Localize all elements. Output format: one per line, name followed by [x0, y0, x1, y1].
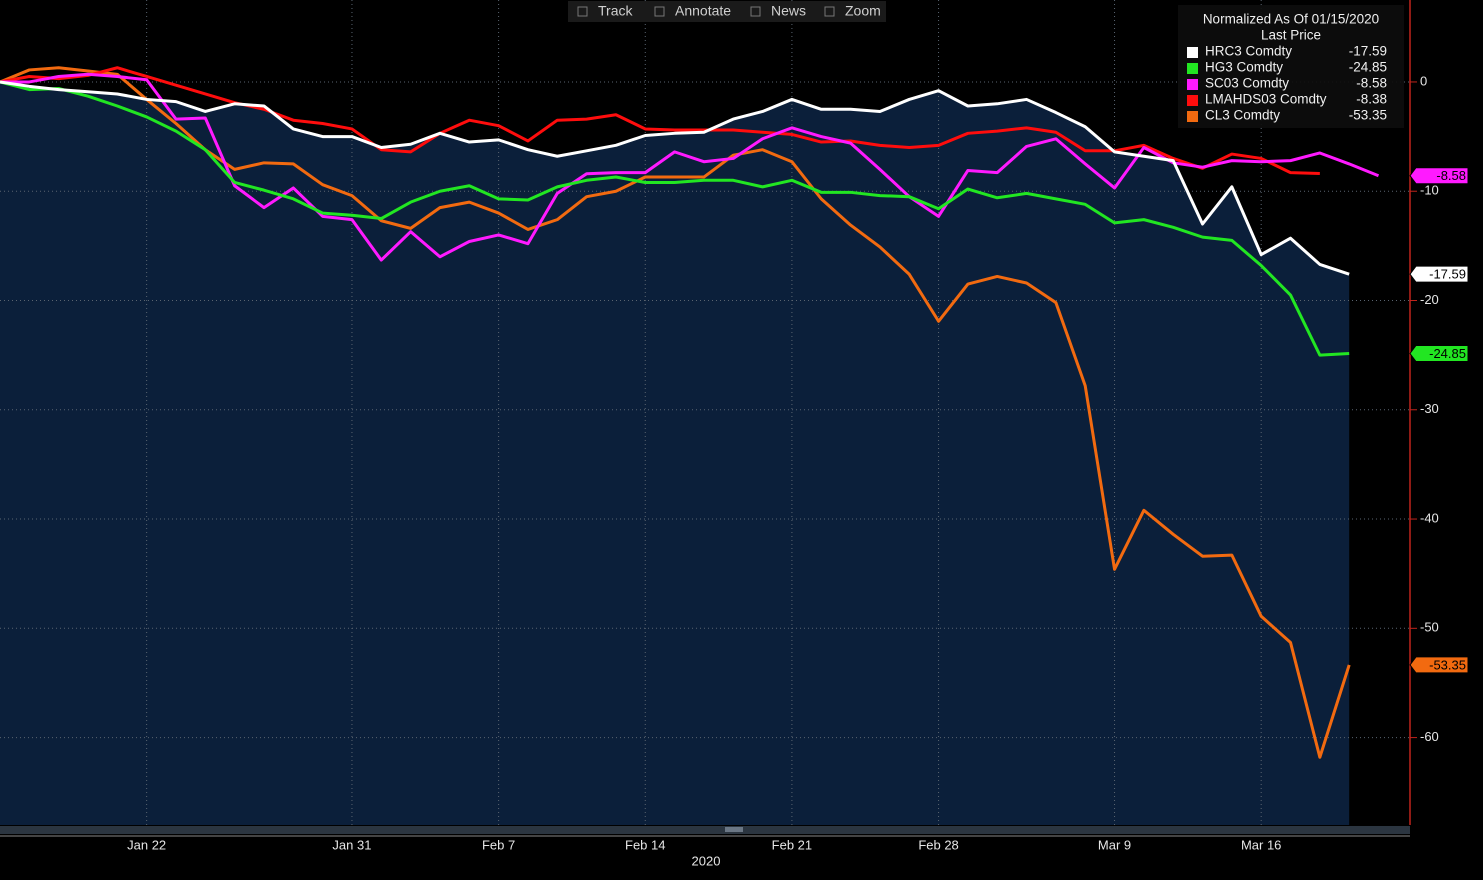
axis-tag: -53.35 [1429, 657, 1466, 672]
axis-tag: -8.58 [1436, 168, 1466, 183]
legend-value: -24.85 [1349, 60, 1387, 75]
toolbar-button[interactable]: Annotate [675, 3, 731, 19]
axis-tag-bg [1409, 167, 1469, 185]
legend-value: -53.35 [1349, 108, 1387, 123]
toolbar-icon [824, 6, 835, 17]
axis-tag: -24.85 [1429, 346, 1466, 361]
series-line [0, 66, 1320, 176]
scroll-thumb[interactable] [725, 827, 743, 832]
x-tick-label: Feb 14 [625, 837, 665, 852]
y-tick-label: 0 [1420, 73, 1427, 88]
legend-name: HRC3 Comdty [1205, 44, 1292, 59]
legend-name: HG3 Comdty [1205, 60, 1283, 75]
y-tick-label: -60 [1420, 729, 1439, 744]
x-tick-label: Jan 22 [127, 837, 166, 852]
legend-name: SC03 Comdty [1205, 76, 1289, 91]
x-axis-label: 2020 [692, 853, 721, 868]
x-tick-label: Feb 28 [918, 837, 958, 852]
axis-tag-bg [1409, 656, 1469, 674]
toolbar-icon [577, 6, 588, 17]
axis-tag: -17.59 [1429, 267, 1466, 282]
legend-swatch [1187, 47, 1198, 58]
plot-area [0, 0, 1410, 826]
legend-bg [1178, 5, 1404, 128]
legend-swatch [1187, 95, 1198, 106]
legend-title: Normalized As Of 01/15/2020 [1203, 12, 1379, 27]
y-tick-label: -10 [1420, 183, 1439, 198]
series-line [0, 80, 1350, 357]
legend-value: -8.38 [1356, 92, 1387, 107]
toolbar-icon [654, 6, 665, 17]
axis-tag-bg [1409, 344, 1469, 362]
legend-subtitle: Last Price [1261, 28, 1321, 43]
toolbar-icon [750, 6, 761, 17]
x-tick-label: Mar 9 [1098, 837, 1131, 852]
legend-value: -8.58 [1356, 76, 1387, 91]
y-tick-label: -40 [1420, 510, 1439, 525]
x-tick-label: Jan 31 [332, 837, 371, 852]
legend: Normalized As Of 01/15/2020 Last Price H… [1178, 5, 1404, 128]
toolbar: Track Annotate News Zoom [568, 1, 886, 22]
x-tick-label: Mar 16 [1241, 837, 1281, 852]
toolbar-button[interactable]: Track [598, 3, 633, 19]
series-line [0, 72, 1380, 262]
toolbar-bg [568, 1, 886, 22]
legend-name: LMAHDS03 Comdty [1205, 92, 1327, 107]
y-tick-label: -30 [1420, 401, 1439, 416]
scrollbar[interactable] [0, 826, 1410, 834]
toolbar-button[interactable]: News [771, 3, 806, 19]
legend-swatch [1187, 63, 1198, 74]
legend-swatch [1187, 111, 1198, 122]
toolbar-button[interactable]: Zoom [845, 3, 881, 19]
y-tick-label: -50 [1420, 620, 1439, 635]
legend-value: -17.59 [1349, 44, 1387, 59]
y-tick-label: -20 [1420, 292, 1439, 307]
series-line [0, 80, 1350, 276]
x-tick-label: Feb 7 [482, 837, 515, 852]
legend-swatch [1187, 79, 1198, 90]
lines [0, 66, 1380, 759]
x-tick-label: Feb 21 [772, 837, 812, 852]
axis-tag-bg [1409, 265, 1469, 283]
area [0, 81, 1350, 826]
legend-name: CL3 Comdty [1205, 108, 1280, 123]
axis-tags: -8.58 -17.59 -24.85 -53.35 [1409, 167, 1469, 674]
